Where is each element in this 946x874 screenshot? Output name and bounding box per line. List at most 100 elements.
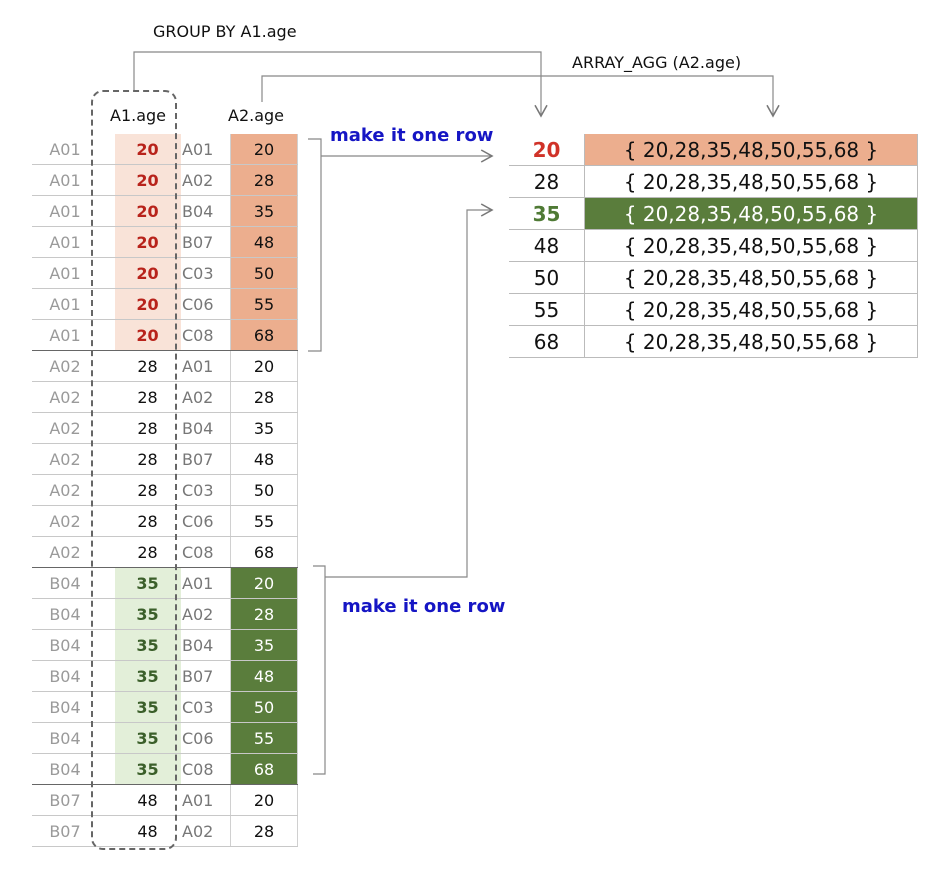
result-row: 68{ 20,28,35,48,50,55,68 }	[509, 326, 918, 358]
table-row: A01 20 C03 50	[32, 258, 298, 289]
a2-id-cell: B07	[182, 449, 214, 469]
table-row: B04 35 C03 50	[32, 692, 298, 723]
a1-age-cell: 28	[98, 506, 197, 536]
a1-age-value: 35	[114, 661, 181, 691]
a2-age-cell: 28	[230, 165, 298, 195]
a1-age-cell: 28	[98, 351, 197, 381]
note-make-one-row-top: make it one row	[330, 125, 494, 146]
result-row: 28{ 20,28,35,48,50,55,68 }	[509, 166, 918, 198]
a2-age-cell: 28	[230, 599, 298, 629]
a1-age-cell: 20	[98, 227, 197, 257]
a2-age-cell: 50	[230, 258, 298, 288]
a2-age-cell: 48	[230, 227, 298, 257]
a2-id-cell: C08	[182, 325, 214, 345]
a2-age-cell: 48	[230, 661, 298, 691]
a1-id-cell: B04	[49, 635, 81, 655]
table-row: A02 28 A02 28	[32, 382, 298, 413]
a1-age-cell: 20	[98, 289, 197, 319]
a2-id-cell: A02	[182, 170, 214, 190]
a2-id-cell: C06	[182, 294, 214, 314]
a1-age-cell: 20	[98, 196, 197, 226]
a1-age-cell: 48	[98, 816, 197, 846]
a1-age-value: 28	[137, 480, 158, 500]
table-row: A01 20 C08 68	[32, 320, 298, 351]
a2-id-cell: A02	[182, 387, 214, 407]
a1-id-cell: B07	[49, 821, 81, 841]
table-row: A01 20 C06 55	[32, 289, 298, 320]
a1-age-cell: 28	[98, 382, 197, 412]
a1-id-cell: A01	[49, 139, 81, 159]
a1-age-value: 28	[137, 542, 158, 562]
table-row: A02 28 B04 35	[32, 413, 298, 444]
a1-age-value: 20	[114, 165, 181, 195]
a2-age-cell: 35	[230, 630, 298, 660]
group-by-label: GROUP BY A1.age	[153, 22, 297, 41]
a2-age-cell: 28	[230, 816, 298, 846]
a1-age-value: 28	[137, 356, 158, 376]
brace-bottom-group	[313, 565, 326, 775]
a2-age-cell: 55	[230, 289, 298, 319]
table-row: B04 35 C06 55	[32, 723, 298, 754]
result-array-cell: { 20,28,35,48,50,55,68 }	[585, 262, 918, 293]
a1-id-cell: A01	[49, 201, 81, 221]
a2-age-cell: 50	[230, 475, 298, 505]
a2-age-cell: 28	[230, 382, 298, 412]
a2-age-cell: 35	[230, 413, 298, 443]
table-row: B04 35 A01 20	[32, 568, 298, 599]
table-row: B04 35 B04 35	[32, 630, 298, 661]
a1-age-value: 20	[114, 258, 181, 288]
a1-id-cell: B04	[49, 697, 81, 717]
result-age-cell: 35	[509, 198, 585, 229]
a1-id-cell: A01	[49, 263, 81, 283]
a2-id-cell: A01	[182, 573, 214, 593]
a1-age-value: 28	[137, 418, 158, 438]
a1-age-value: 20	[114, 196, 181, 226]
a1-age-cell: 28	[98, 413, 197, 443]
a1-age-value: 35	[114, 692, 181, 722]
a2-id-cell: A01	[182, 356, 214, 376]
a1-age-value: 48	[137, 790, 158, 810]
a1-id-cell: B04	[49, 666, 81, 686]
a2-id-cell: B04	[182, 418, 214, 438]
a2-age-cell: 20	[230, 568, 298, 598]
cross-join-table: A01 20 A01 20 A01 20 A02 28 A01 20 B04 35 A01 20 B07 48…	[32, 134, 298, 847]
a2-age-cell: 35	[230, 196, 298, 226]
a2-age-cell: 68	[230, 537, 298, 567]
a1-age-value: 20	[114, 134, 181, 164]
a2-age-cell: 68	[230, 320, 298, 350]
a1-age-cell: 28	[98, 475, 197, 505]
table-row: A02 28 C03 50	[32, 475, 298, 506]
result-row: 55{ 20,28,35,48,50,55,68 }	[509, 294, 918, 326]
table-row: B04 35 C08 68	[32, 754, 298, 785]
result-row: 35{ 20,28,35,48,50,55,68 }	[509, 198, 918, 230]
a1-age-cell: 20	[98, 134, 197, 164]
table-row: B04 35 A02 28	[32, 599, 298, 630]
a2-id-cell: C08	[182, 542, 214, 562]
a1-age-cell: 35	[98, 692, 197, 722]
table-row: A02 28 C06 55	[32, 506, 298, 537]
a1-age-cell: 35	[98, 599, 197, 629]
a1-id-cell: A01	[49, 170, 81, 190]
result-array-cell: { 20,28,35,48,50,55,68 }	[585, 230, 918, 261]
a1-age-cell: 35	[98, 568, 197, 598]
result-row: 20{ 20,28,35,48,50,55,68 }	[509, 134, 918, 166]
a1-id-cell: A02	[49, 542, 81, 562]
a1-age-cell: 48	[98, 785, 197, 815]
a1-id-cell: A02	[49, 418, 81, 438]
a1-id-cell: B04	[49, 604, 81, 624]
a1-age-cell: 35	[98, 723, 197, 753]
a1-age-cell: 20	[98, 258, 197, 288]
table-row: A01 20 B04 35	[32, 196, 298, 227]
result-array-cell: { 20,28,35,48,50,55,68 }	[585, 326, 918, 357]
a1-id-cell: A02	[49, 511, 81, 531]
result-array-cell: { 20,28,35,48,50,55,68 }	[585, 198, 918, 229]
table-row: A01 20 A02 28	[32, 165, 298, 196]
a2-age-cell: 20	[230, 134, 298, 164]
a2-age-cell: 50	[230, 692, 298, 722]
result-age-cell: 50	[509, 262, 585, 293]
a1-age-value: 20	[114, 320, 181, 350]
a2-age-cell: 55	[230, 506, 298, 536]
a2-age-cell: 48	[230, 444, 298, 474]
a1-age-cell: 35	[98, 754, 197, 784]
